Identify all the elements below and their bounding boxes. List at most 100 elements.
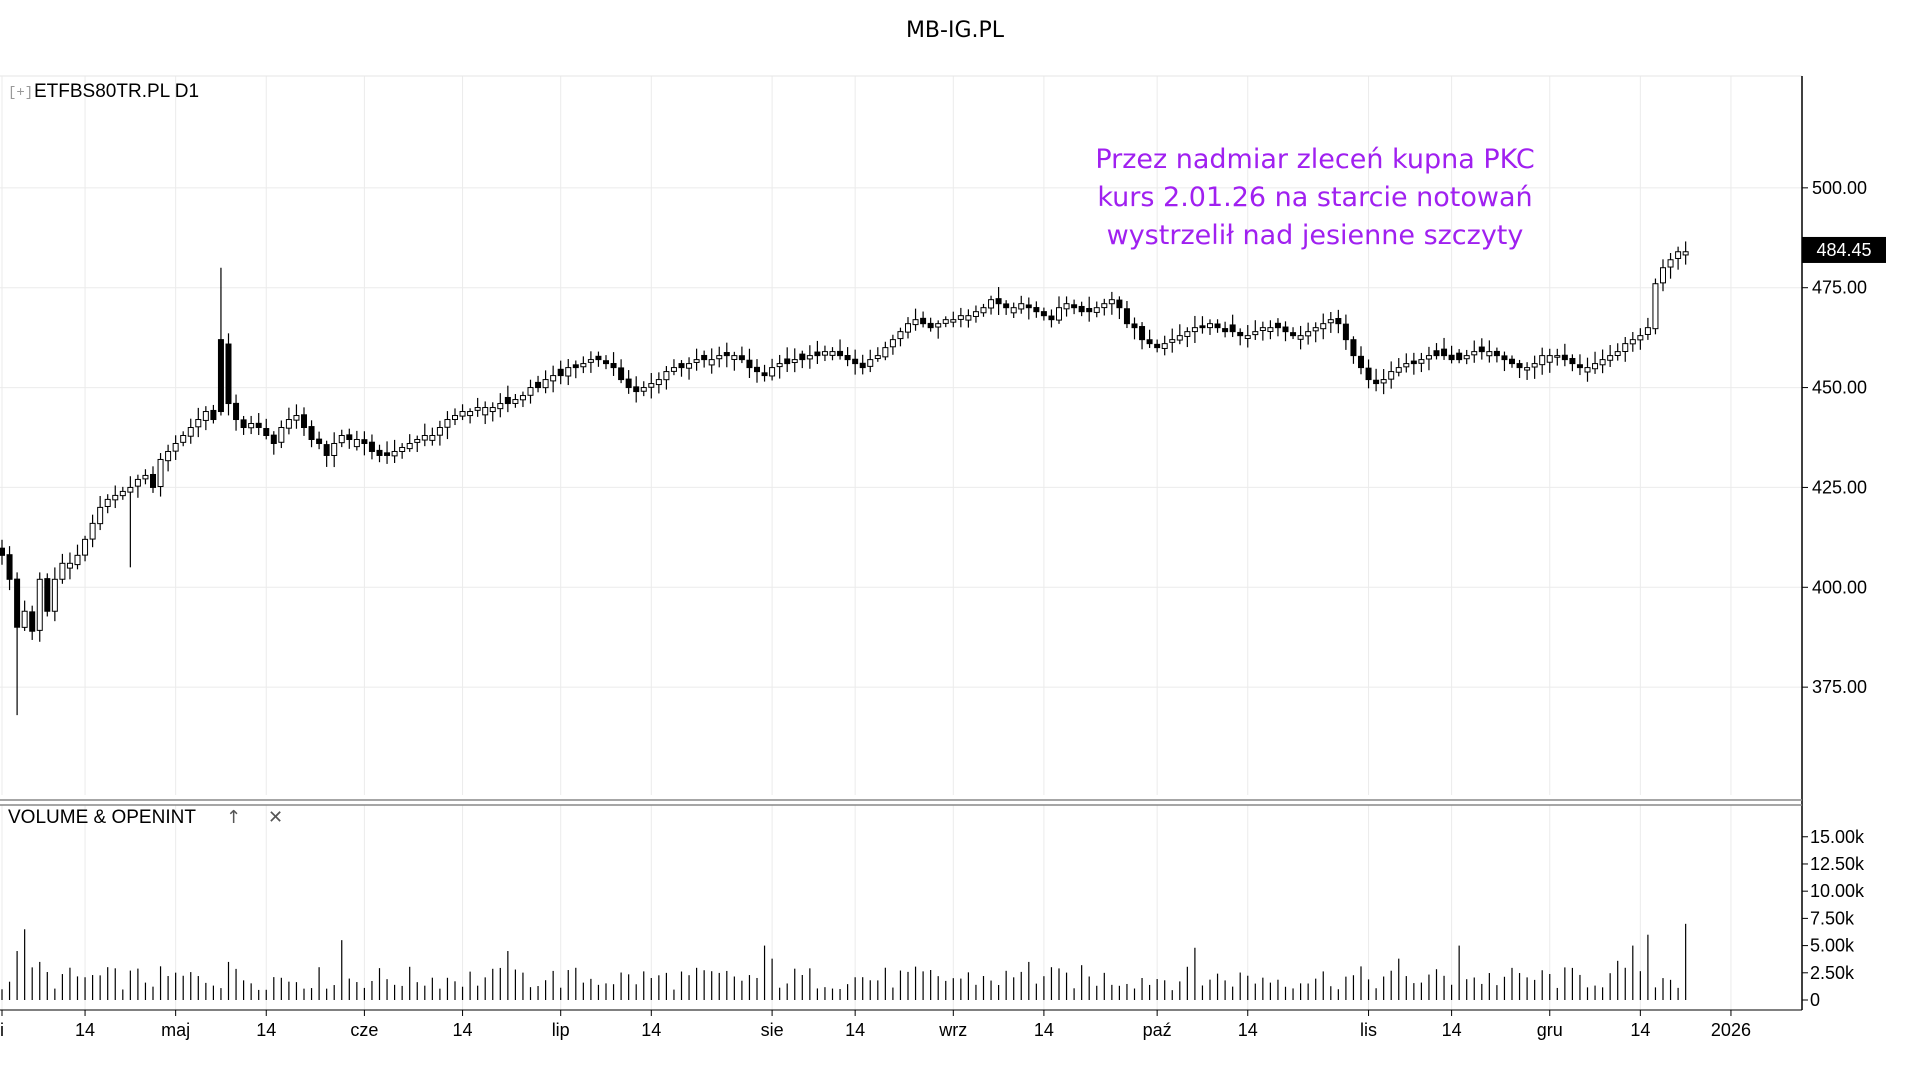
candle-body-down — [927, 322, 934, 329]
candle-body-up — [1169, 339, 1176, 343]
candle-body-up — [1418, 359, 1425, 364]
candle-body-up — [285, 419, 292, 429]
time-tick-label: 14 — [1630, 1020, 1650, 1040]
candle-body-down — [6, 554, 13, 580]
candle-body-up — [1063, 303, 1070, 310]
candle-body-down — [384, 452, 391, 456]
candle-body-down — [678, 363, 685, 369]
candle-body-up — [331, 442, 338, 456]
time-tick-label: lis — [1360, 1020, 1377, 1040]
candle-body-down — [761, 372, 768, 377]
panel-close-icon[interactable]: ✕ — [268, 807, 283, 828]
candle-body-down — [361, 439, 368, 444]
candle-body-up — [655, 379, 662, 386]
candle-body-up — [74, 554, 81, 566]
volume-axis: 0 2.50k 5.00k 7.50k 10.00k 12.50k 15.00k — [1802, 827, 1865, 1010]
candle-body-up — [542, 379, 549, 389]
candle-body-down — [1274, 322, 1281, 329]
candle-body-up — [1297, 335, 1304, 340]
candle-body-up — [89, 522, 96, 540]
candle-body-up — [1244, 335, 1251, 339]
candle-body-up — [157, 458, 164, 487]
candle-body-up — [1252, 331, 1259, 336]
candle-body-down — [376, 449, 383, 456]
time-tick-label: 14 — [75, 1020, 95, 1040]
candle-body-up — [1010, 307, 1017, 314]
candle-body-down — [1237, 331, 1244, 337]
candle-body-down — [0, 547, 5, 556]
panel-move-up-icon[interactable]: ↑ — [226, 807, 241, 828]
candle-body-up — [1486, 351, 1493, 357]
candle-body-up — [889, 339, 896, 348]
candle-body-down — [1561, 354, 1568, 361]
candle-body-up — [905, 323, 911, 333]
candle-body-up — [467, 411, 474, 417]
candle-body-up — [640, 387, 647, 392]
candle-body-up — [429, 435, 436, 441]
candle-body-down — [1199, 325, 1206, 329]
candle-body-down — [1478, 346, 1485, 353]
candle-body-up — [36, 578, 43, 631]
grid — [0, 76, 1802, 1010]
candle-body-down — [1282, 326, 1289, 333]
time-tick-label: 14 — [256, 1020, 276, 1040]
volume-tick-label: 10.00k — [1810, 881, 1865, 901]
price-tick-label: 400.00 — [1812, 577, 1867, 597]
candle-body-up — [104, 498, 111, 507]
volume-series — [1, 923, 1687, 1000]
candle-body-up — [1675, 251, 1682, 259]
candle-body-down — [368, 441, 375, 452]
candle-body-down — [1040, 311, 1047, 317]
candle-body-up — [127, 486, 134, 493]
candle-body-down — [263, 428, 270, 437]
candle-body-up — [459, 411, 466, 417]
candle-body-up — [119, 490, 126, 497]
time-tick-label: 14 — [1442, 1020, 1462, 1040]
candle-body-down — [603, 360, 609, 365]
candle-body-down — [723, 352, 730, 357]
candle-body-up — [497, 403, 504, 410]
price-tick-label: 425.00 — [1812, 477, 1867, 497]
candle-body-up — [821, 351, 828, 356]
candle-body-down — [1131, 323, 1138, 329]
time-tick-label: i — [0, 1020, 4, 1040]
candle-body-down — [346, 434, 353, 440]
candlestick-series — [0, 241, 1689, 716]
candle-body-down — [1501, 355, 1508, 361]
candle-body-up — [980, 307, 987, 314]
candle-body-down — [1146, 339, 1153, 345]
candle-body-up — [1312, 327, 1319, 332]
candle-body-up — [489, 407, 496, 413]
time-axis: i 14 maj 14 cze 14 lip 14 sie 14 wrz 14 paź 14 lis 14 gr… — [0, 1010, 1751, 1040]
candle-body-down — [210, 409, 217, 421]
candle-body-down — [1493, 350, 1500, 357]
candle-body-up — [399, 446, 406, 453]
collapse-toggle[interactable]: [+] — [8, 85, 33, 101]
candle-body-up — [187, 427, 194, 437]
candle-body-up — [1320, 323, 1327, 330]
price-axis: 375.00 400.00 425.00 450.00 475.00 500.00 — [1802, 178, 1867, 697]
candle-body-up — [693, 359, 700, 363]
candle-body-down — [1078, 305, 1085, 313]
candle-body-down — [225, 343, 232, 405]
candle-body-up — [1471, 351, 1478, 356]
candle-body-up — [452, 415, 458, 420]
candle-body-up — [1599, 359, 1606, 366]
candle-body-down — [1335, 318, 1342, 325]
time-tick-label: paź — [1143, 1020, 1172, 1040]
candle-body-up — [988, 299, 995, 309]
candle-body-down — [1576, 364, 1583, 369]
price-tick-label: 450.00 — [1812, 378, 1867, 398]
price-tick-label: 500.00 — [1812, 178, 1867, 198]
candle-body-down — [301, 414, 307, 429]
candle-body-down — [799, 353, 806, 361]
candle-body-up — [1667, 259, 1674, 268]
candle-body-down — [995, 298, 1002, 305]
annotation-line-3: wystrzelił nad jesienne szczyty — [1107, 220, 1524, 251]
candle-body-down — [14, 578, 21, 628]
candle-body-up — [180, 435, 187, 443]
candle-body-up — [950, 319, 957, 323]
candle-body-up — [338, 435, 345, 444]
candle-body-up — [1018, 303, 1025, 310]
